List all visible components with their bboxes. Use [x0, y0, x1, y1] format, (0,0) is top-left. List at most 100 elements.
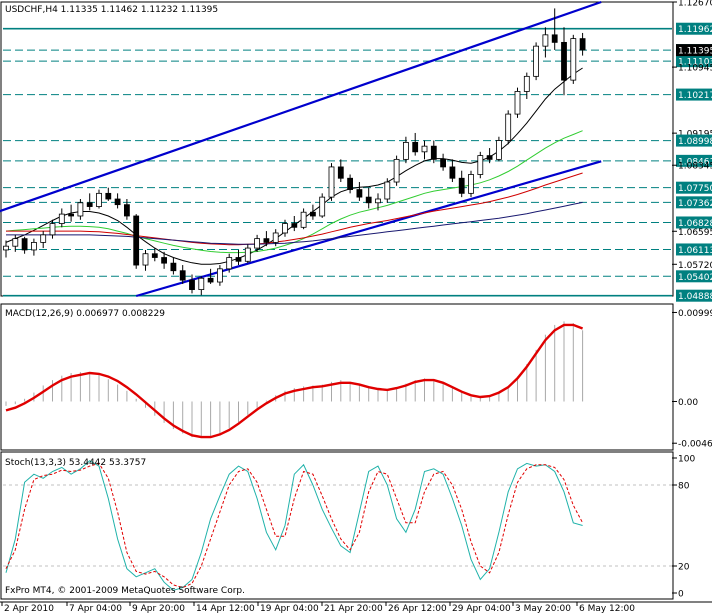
price-tick-label: 1.10945 — [678, 64, 712, 74]
candle-body — [328, 166, 335, 198]
candle-body — [133, 215, 140, 266]
candle-body — [514, 91, 521, 115]
moving-average-line — [6, 201, 583, 245]
candle-body — [226, 257, 233, 270]
macd-tick-label: 0.00 — [678, 398, 698, 408]
candle-body — [291, 223, 298, 228]
price-level-label: 1.07362 — [678, 199, 712, 209]
candle-body — [365, 196, 372, 204]
price-level-label: 1.10217 — [678, 91, 712, 101]
stochastic-panel: 100 80 20 0 — [3, 455, 695, 600]
price-level-label-box — [676, 243, 712, 256]
candle-body — [440, 158, 447, 168]
candle-body — [384, 181, 391, 200]
candle-body — [263, 238, 270, 243]
candle-body — [58, 213, 65, 224]
candle-body — [468, 174, 474, 194]
price-tick-label: 1.05720 — [678, 261, 712, 271]
current-price-box — [676, 44, 712, 57]
price-level-label: 1.04888 — [678, 292, 712, 302]
candle-body — [216, 268, 223, 283]
candle-body — [30, 242, 37, 251]
candle-body — [523, 75, 530, 92]
price-levels — [3, 27, 672, 297]
candle-body — [12, 238, 19, 247]
price-level-label: 1.11103 — [678, 58, 712, 68]
price-level-label-box — [676, 196, 712, 209]
candlesticks — [3, 8, 586, 296]
time-tick-label: 14 Apr 12:00 — [196, 604, 255, 614]
candle-body — [551, 34, 558, 43]
candle-body — [412, 141, 419, 153]
current-price-label: 1.11395 — [678, 47, 712, 57]
time-tick-label: 3 May 20:00 — [515, 604, 571, 614]
candle-body — [337, 166, 344, 179]
chart-frames — [0, 1, 712, 603]
candle-body — [142, 253, 149, 266]
price-level-label: 1.05402 — [678, 273, 712, 283]
candle-body — [235, 257, 242, 262]
candle-body — [86, 202, 93, 207]
time-tick-label: 9 Apr 20:00 — [132, 604, 185, 614]
trend-line — [0, 0, 602, 213]
moving-averages — [5, 67, 583, 265]
price-level-label-box — [676, 216, 712, 229]
stoch-tick-label: 0 — [678, 590, 684, 600]
candle-body — [207, 277, 214, 283]
candle-body — [533, 45, 539, 77]
candle-body — [105, 192, 112, 200]
candle-body — [114, 198, 121, 206]
price-level-label-box — [676, 289, 712, 302]
candle-body — [570, 38, 577, 81]
price-level-label-box — [676, 55, 712, 68]
candle-body — [393, 158, 400, 183]
candle-body — [542, 34, 549, 47]
price-level-label-box — [676, 270, 712, 283]
candle-body — [161, 257, 168, 264]
macd-tick-label: -0.004688 — [678, 440, 712, 450]
candle-body — [179, 270, 186, 281]
price-tick-label: 1.06595 — [678, 228, 712, 238]
time-tick-label: 19 Apr 04:00 — [260, 604, 319, 614]
price-level-label: 1.11962 — [678, 25, 712, 35]
macd-signal-line — [5, 323, 584, 439]
stoch-main-line — [5, 460, 583, 591]
macd-panel-frame — [0, 303, 674, 451]
candle-body — [77, 202, 84, 217]
candle-body — [561, 41, 567, 81]
candle-body — [124, 204, 130, 217]
price-level-label-box — [676, 154, 712, 167]
price-level-label: 1.08461 — [678, 157, 712, 167]
candle-body — [254, 238, 261, 249]
candle-body — [151, 253, 158, 258]
macd-title: MACD(12,26,9) 0.006977 0.008229 — [5, 309, 165, 319]
stoch-tick-label: 80 — [678, 482, 690, 492]
price-tick-label: 1.12670 — [678, 0, 712, 9]
candle-body — [300, 211, 307, 228]
candle-body — [40, 234, 47, 243]
candle-body — [189, 279, 195, 290]
candle-body — [96, 192, 102, 207]
price-level-label: 1.07750 — [678, 184, 712, 194]
price-tick-label: 1.08345 — [678, 162, 712, 172]
time-tick-label: 29 Apr 04:00 — [452, 604, 511, 614]
moving-average-line — [6, 172, 583, 246]
candle-body — [477, 155, 484, 175]
candle-body — [402, 141, 409, 160]
candle-body — [272, 232, 279, 243]
macd-panel: 0.009999 0.00 -0.004688 — [5, 309, 712, 450]
candle-body — [421, 145, 428, 153]
candle-body — [244, 247, 251, 262]
price-level-label-box — [676, 181, 712, 194]
time-tick-label: 6 May 12:00 — [579, 604, 635, 614]
trend-lines — [0, 0, 602, 298]
candle-body — [458, 177, 465, 194]
candle-body — [375, 198, 381, 204]
price-chart-title: USDCHF,H4 1.11335 1.11462 1.11232 1.1139… — [5, 5, 218, 15]
candle-body — [198, 277, 205, 290]
candle-body — [347, 177, 354, 190]
price-level-label: 1.06113 — [678, 246, 712, 256]
time-tick-label: 7 Apr 04:00 — [69, 604, 122, 614]
candle-body — [49, 223, 56, 236]
